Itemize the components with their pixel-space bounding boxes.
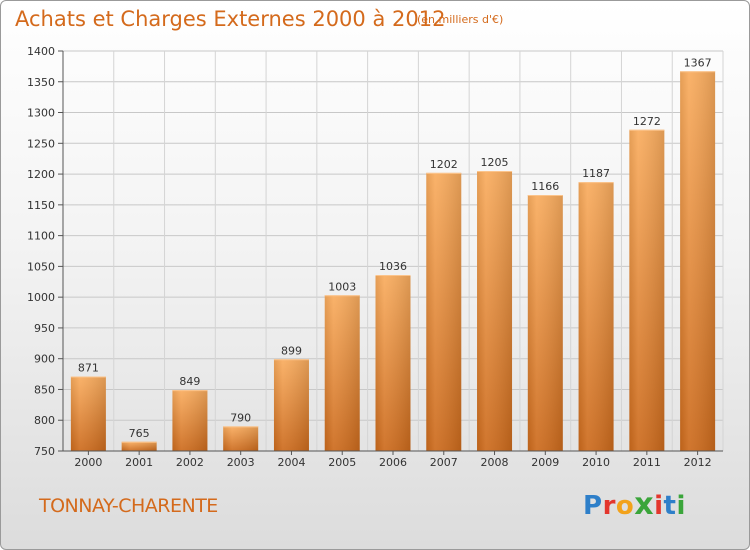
y-tick-label: 1300	[27, 107, 55, 120]
proxiti-logo[interactable]: Proxiti	[583, 487, 686, 522]
bar-shade	[121, 441, 157, 451]
x-tick-label: 2005	[328, 456, 356, 469]
data-label: 1367	[684, 56, 712, 69]
bar-shade	[273, 359, 309, 451]
logo-letter: i	[676, 491, 686, 521]
x-tick-label: 2007	[430, 456, 458, 469]
bar-shade	[223, 426, 259, 451]
bar-shade	[578, 182, 614, 452]
data-label: 849	[179, 375, 200, 388]
x-tick-label: 2012	[684, 456, 712, 469]
y-tick-label: 950	[34, 322, 55, 335]
y-tick-label: 1100	[27, 230, 55, 243]
x-tick-label: 2009	[531, 456, 559, 469]
x-tick-label: 2003	[227, 456, 255, 469]
y-tick-label: 850	[34, 383, 55, 396]
y-tick-label: 1250	[27, 137, 55, 150]
data-label: 1272	[633, 115, 661, 128]
x-tick-label: 2000	[74, 456, 102, 469]
data-label: 899	[281, 344, 302, 357]
bar-shade	[477, 171, 513, 451]
logo-letter: x	[634, 487, 655, 522]
y-tick-label: 900	[34, 353, 55, 366]
bar-shade	[324, 295, 360, 451]
x-tick-label: 2004	[277, 456, 305, 469]
data-label: 1205	[481, 156, 509, 169]
x-tick-label: 2002	[176, 456, 204, 469]
bar-shade	[527, 195, 563, 451]
logo-letter: o	[615, 491, 635, 521]
y-tick-label: 1400	[27, 45, 55, 58]
town-name: TONNAY-CHARENTE	[39, 495, 218, 517]
chart-title: Achats et Charges Externes 2000 à 2012	[15, 7, 446, 31]
data-label: 1036	[379, 260, 407, 273]
logo-letter: t	[663, 491, 677, 521]
y-tick-label: 1050	[27, 260, 55, 273]
chart-subtitle: (en milliers d'€)	[417, 13, 504, 26]
bar-shade	[426, 172, 462, 451]
logo-letter: P	[583, 491, 603, 521]
y-tick-label: 1200	[27, 168, 55, 181]
logo-letter: r	[602, 491, 616, 521]
logo-letter: i	[654, 491, 664, 521]
y-tick-label: 1000	[27, 291, 55, 304]
data-label: 871	[78, 362, 99, 375]
y-tick-label: 1150	[27, 199, 55, 212]
x-tick-label: 2010	[582, 456, 610, 469]
bar-shade	[70, 376, 106, 451]
bar-shade	[375, 275, 411, 451]
x-tick-label: 2011	[633, 456, 661, 469]
bar-shade	[680, 71, 716, 452]
x-tick-label: 2001	[125, 456, 153, 469]
data-label: 1202	[430, 158, 458, 171]
bar-shade	[629, 129, 665, 451]
data-label: 790	[230, 411, 251, 424]
y-tick-label: 1350	[27, 76, 55, 89]
data-label: 765	[129, 427, 150, 440]
data-label: 1003	[328, 280, 356, 293]
data-label: 1166	[531, 180, 559, 193]
bar-shade	[172, 390, 208, 451]
y-tick-label: 800	[34, 414, 55, 427]
data-label: 1187	[582, 167, 610, 180]
x-tick-label: 2006	[379, 456, 407, 469]
x-tick-label: 2008	[481, 456, 509, 469]
y-tick-label: 750	[34, 445, 55, 458]
